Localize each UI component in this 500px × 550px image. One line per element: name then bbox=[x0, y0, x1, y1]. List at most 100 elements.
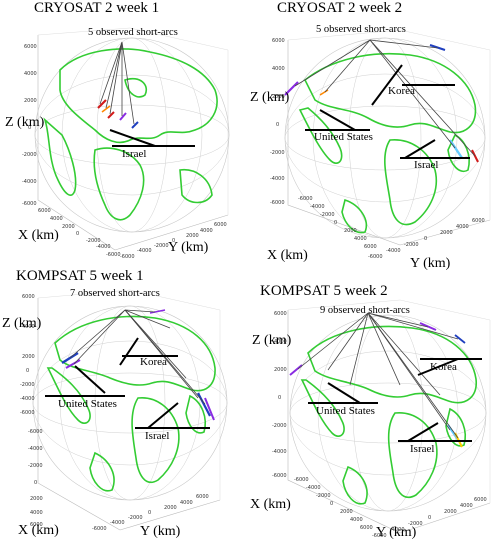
y-axis-label: Y (km) bbox=[140, 524, 181, 539]
panel-title: KOMPSAT 5 week 2 bbox=[260, 283, 388, 299]
place-label-israel: Israel bbox=[145, 430, 170, 442]
y-tick: 6000 bbox=[196, 494, 209, 500]
arcs-label: 9 observed short-arcs bbox=[320, 305, 410, 316]
x-tick: -4000 bbox=[96, 244, 111, 250]
x-tick: 2000 bbox=[30, 496, 43, 502]
z-ticks: 6000 4000 2000 0 -2000 -4000 -6000 bbox=[272, 311, 287, 479]
y-tick: -4000 bbox=[110, 520, 125, 526]
y-tick: 6000 bbox=[472, 218, 485, 224]
continent-outlines bbox=[43, 48, 218, 221]
x-tick: -4000 bbox=[310, 204, 325, 210]
israel-pointer bbox=[398, 422, 472, 442]
x-tick: -6000 bbox=[294, 477, 309, 483]
united-states-pointer bbox=[308, 382, 378, 404]
z-tick: 0 bbox=[278, 395, 281, 401]
z-ticks: 6000 4000 2000 0 -2000 -4000 -6000 bbox=[270, 38, 285, 206]
z-tick: -2000 bbox=[270, 150, 285, 156]
z-tick: -4000 bbox=[22, 179, 37, 185]
y-axis-label: Y (km) bbox=[168, 240, 209, 255]
arcs-label: 7 observed short-arcs bbox=[70, 288, 160, 299]
observed-short-arcs bbox=[97, 99, 139, 129]
x-tick: 4000 bbox=[350, 517, 363, 523]
arc-leader-lines bbox=[297, 312, 459, 439]
z-axis-label: Z (km) bbox=[252, 333, 292, 348]
x-tick: -6000 bbox=[298, 196, 313, 202]
y-axis-label: Y (km) bbox=[376, 525, 417, 540]
x-tick: 6000 bbox=[360, 525, 373, 531]
observed-short-arcs bbox=[289, 322, 466, 448]
x-tick: -4000 bbox=[28, 446, 43, 452]
x-tick: 0 bbox=[334, 220, 337, 226]
z-axis-label: Z (km) bbox=[5, 115, 45, 130]
continent-outlines bbox=[46, 315, 216, 492]
y-tick: 0 bbox=[424, 236, 427, 242]
x-tick: 4000 bbox=[354, 236, 367, 242]
globe-plot-kompsat-week2: 6000 4000 2000 0 -2000 -4000 -6000 -6000… bbox=[272, 299, 491, 539]
y-tick: -6000 bbox=[92, 526, 107, 532]
x-axis-label: X (km) bbox=[18, 523, 59, 538]
israel-pointer bbox=[400, 139, 470, 159]
x-axis-label: X (km) bbox=[250, 497, 291, 512]
x-tick: -2000 bbox=[320, 212, 335, 218]
arc-leader-lines bbox=[99, 41, 135, 125]
x-axis-label: X (km) bbox=[18, 228, 59, 243]
y-tick: -2000 bbox=[128, 515, 143, 521]
place-label-united-states: United States bbox=[316, 405, 375, 417]
z-tick: -4000 bbox=[272, 449, 287, 455]
united-states-pointer bbox=[305, 109, 370, 131]
y-ticks: -6000 -4000 -2000 0 2000 4000 6000 bbox=[372, 497, 487, 539]
place-label-israel: Israel bbox=[410, 443, 435, 455]
panel-cryosat-week2: 6000 4000 2000 0 -2000 -4000 -6000 -6000… bbox=[250, 0, 500, 275]
y-ticks: -6000 -4000 -2000 0 2000 4000 6000 bbox=[120, 222, 227, 260]
z-ticks: 6000 4000 2000 0 -2000 -4000 -6000 bbox=[22, 44, 37, 207]
korea-pointer bbox=[371, 64, 455, 106]
x-tick: 0 bbox=[330, 501, 333, 507]
y-tick: 0 bbox=[172, 238, 175, 244]
x-tick: 2000 bbox=[340, 509, 353, 515]
z-tick: -6000 bbox=[270, 200, 285, 206]
x-tick: -6000 bbox=[106, 252, 121, 258]
z-tick: 4000 bbox=[274, 339, 287, 345]
globe-plot-cryosat-week2: 6000 4000 2000 0 -2000 -4000 -6000 -6000… bbox=[270, 29, 491, 260]
z-tick: -4000 bbox=[20, 396, 35, 402]
y-tick: -2000 bbox=[404, 242, 419, 248]
arcs-label: 5 observed short-arcs bbox=[88, 27, 178, 38]
panel-title: CRYOSAT 2 week 2 bbox=[277, 0, 403, 16]
place-label-korea: Korea bbox=[140, 356, 167, 368]
z-tick: -2000 bbox=[22, 152, 37, 158]
panel-kompsat-week1: 6000 4000 2000 0 -2000 -4000 -6000 -6000… bbox=[0, 268, 250, 550]
z-tick: 4000 bbox=[24, 71, 37, 77]
place-label-israel: Israel bbox=[414, 159, 439, 171]
israel-pointer bbox=[135, 402, 210, 429]
y-tick: -2000 bbox=[154, 243, 169, 249]
arc-leader-lines bbox=[294, 39, 476, 157]
x-tick: 6000 bbox=[30, 522, 43, 528]
united-states-pointer bbox=[45, 365, 125, 397]
y-tick: 0 bbox=[148, 510, 151, 516]
x-ticks: 6000 4000 2000 0 -2000 -4000 -6000 bbox=[38, 208, 121, 258]
z-tick: 4000 bbox=[272, 66, 285, 72]
x-tick: 4000 bbox=[50, 216, 63, 222]
y-tick: 0 bbox=[428, 515, 431, 521]
panel-cryosat-week1: 6000 4000 2000 0 -2000 -4000 -6000 6000 … bbox=[0, 0, 250, 268]
y-tick: 4000 bbox=[456, 224, 469, 230]
y-tick: 6000 bbox=[214, 222, 227, 228]
y-tick: -6000 bbox=[372, 533, 387, 539]
place-label-korea: Korea bbox=[388, 85, 415, 97]
y-ticks: -6000 -4000 -2000 0 2000 4000 6000 bbox=[368, 218, 485, 260]
x-axis-label: X (km) bbox=[267, 248, 308, 263]
x-tick: 6000 bbox=[364, 244, 377, 250]
x-tick: -2000 bbox=[28, 463, 43, 469]
z-tick: 6000 bbox=[272, 38, 285, 44]
globe-plot-cryosat-week1: 6000 4000 2000 0 -2000 -4000 -6000 6000 … bbox=[22, 27, 230, 260]
y-tick: 2000 bbox=[164, 505, 177, 511]
x-tick: -2000 bbox=[316, 493, 331, 499]
y-tick: 6000 bbox=[474, 497, 487, 503]
y-tick: -2000 bbox=[408, 521, 423, 527]
y-tick: 4000 bbox=[460, 503, 473, 509]
z-tick: -4000 bbox=[270, 176, 285, 182]
korea-pointer bbox=[119, 337, 178, 366]
place-label-israel: Israel bbox=[122, 148, 147, 160]
y-tick: 2000 bbox=[186, 233, 199, 239]
